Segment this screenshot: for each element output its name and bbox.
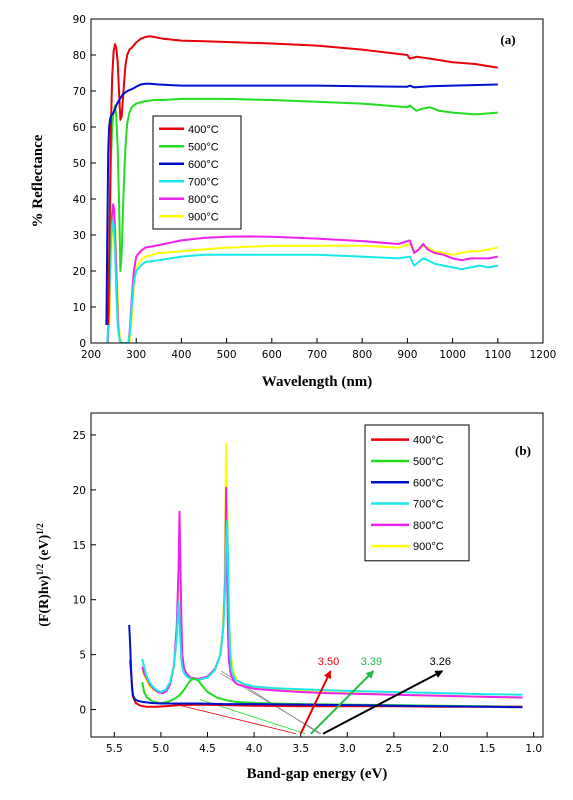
series-line-700	[141, 519, 523, 696]
legend-label: 800°C	[188, 194, 219, 206]
annotation-arrow	[310, 670, 375, 735]
y-tick-label: 10	[73, 302, 86, 314]
y-tick-label: 80	[73, 50, 86, 62]
y-tick-label: 30	[73, 230, 86, 242]
x-tick-label: 900	[397, 349, 417, 361]
y-tick-label: 10	[73, 595, 86, 607]
annotation-label: 3.39	[361, 656, 382, 668]
legend-label: 400°C	[413, 435, 444, 447]
panel-b-frame	[90, 412, 544, 738]
panel-b-y-axis-title: (F(R)hν)1/2 (eV)1/2	[35, 523, 52, 627]
x-tick-label: 5.0	[153, 743, 170, 755]
x-tick-label: 500	[217, 349, 237, 361]
y-tick-label: 70	[73, 86, 86, 98]
legend-label: 800°C	[413, 520, 444, 532]
panel-b-legend: 400°C 500°C 600°C 700°C 800°C 900°C	[364, 424, 470, 562]
y-title-exp2: 1/2	[35, 523, 45, 535]
series-line-700	[106, 219, 498, 343]
x-tick-label: 1200	[530, 349, 557, 361]
panel-b: 5.5 5.0 4.5 4.0 3.5 3.0 2.5 2.0 1.5 1.0 0 5 10 15 20 25…	[35, 412, 544, 782]
panel-a-series	[105, 35, 498, 343]
x-tick-label: 800	[352, 349, 372, 361]
annotation-label: 3.50	[318, 656, 339, 668]
x-tick-label: 4.5	[199, 743, 216, 755]
y-title-base: (F(R)hν)	[37, 575, 52, 627]
panel-a-x-axis-title: Wavelength (nm)	[262, 374, 372, 390]
panel-a-frame	[90, 18, 544, 344]
y-tick-label: 20	[73, 485, 86, 497]
x-tick-label: 200	[81, 349, 101, 361]
panel-a-label: (a)	[500, 32, 515, 47]
legend-label: 700°C	[413, 499, 444, 511]
y-tick-label: 0	[79, 705, 86, 717]
panel-b-annotations: 3.50 3.39 3.26	[299, 656, 451, 735]
x-tick-label: 2.0	[432, 743, 449, 755]
annotation-arrow	[322, 670, 444, 735]
legend-label: 500°C	[413, 456, 444, 468]
legend-box	[364, 424, 470, 562]
tangent-line	[170, 702, 297, 735]
panel-b-series	[128, 442, 523, 735]
y-tick-label: 50	[73, 158, 86, 170]
x-tick-label: 3.0	[339, 743, 356, 755]
y-tick-label: 60	[73, 122, 86, 134]
y-tick-label: 0	[79, 338, 86, 350]
x-tick-label: 3.5	[292, 743, 309, 755]
x-tick-label: 1000	[439, 349, 466, 361]
legend-label: 600°C	[413, 477, 444, 489]
series-line-900	[107, 212, 498, 343]
y-tick-label: 15	[73, 540, 86, 552]
panel-b-ticks: 5.5 5.0 4.5 4.0 3.5 3.0 2.5 2.0 1.5 1.0 0 5 10 15 20 25	[73, 430, 542, 755]
panel-a-y-axis-title: % Reflectance	[30, 134, 46, 227]
x-tick-label: 4.0	[246, 743, 263, 755]
annotation-arrow	[299, 670, 332, 735]
panel-a-ticks: 200 300 400 500 600 700 800 900 1000 1100 1200 0 10 2…	[73, 14, 557, 361]
x-tick-label: 2.5	[386, 743, 403, 755]
x-tick-label: 400	[171, 349, 191, 361]
annotation-label: 3.26	[430, 656, 451, 668]
legend-label: 400°C	[188, 124, 219, 136]
legend-label: 700°C	[188, 176, 219, 188]
x-tick-label: 300	[126, 349, 146, 361]
y-title-mid: (eV)	[37, 534, 52, 563]
legend-box	[152, 115, 242, 230]
y-title-exp1: 1/2	[35, 563, 45, 575]
y-tick-label: 5	[79, 650, 86, 662]
series-line-500	[107, 97, 498, 326]
x-tick-label: 600	[262, 349, 282, 361]
y-tick-label: 40	[73, 194, 86, 206]
x-tick-label: 1100	[484, 349, 511, 361]
y-tick-label: 20	[73, 266, 86, 278]
legend-label: 900°C	[188, 211, 219, 223]
y-tick-label: 90	[73, 14, 86, 26]
panel-a-legend: 400°C 500°C 600°C 700°C 800°C 900°C	[152, 115, 242, 230]
series-line-600	[105, 82, 498, 326]
panel-a: 200 300 400 500 600 700 800 900 1000 1100 1200 0 10 2…	[30, 14, 556, 390]
series-line-400	[107, 35, 498, 326]
x-tick-label: 5.5	[106, 743, 123, 755]
panel-b-x-axis-title: Band-gap energy (eV)	[247, 766, 388, 782]
legend-label: 600°C	[188, 159, 219, 171]
legend-label: 900°C	[413, 541, 444, 553]
x-tick-label: 1.0	[525, 743, 542, 755]
panel-b-label: (b)	[515, 443, 531, 458]
legend-label: 500°C	[188, 141, 219, 153]
x-tick-label: 700	[307, 349, 327, 361]
y-tick-label: 25	[73, 430, 86, 442]
x-tick-label: 1.5	[479, 743, 496, 755]
